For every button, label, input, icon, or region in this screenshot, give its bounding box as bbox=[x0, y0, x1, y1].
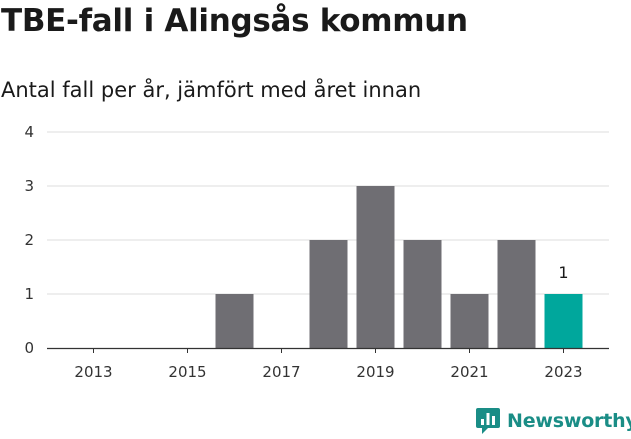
chart-subtitle: Antal fall per år, jämfört med året inna… bbox=[1, 78, 422, 102]
x-tick-label: 2021 bbox=[450, 363, 488, 381]
bars bbox=[215, 186, 583, 348]
data-labels: 1 bbox=[558, 263, 568, 282]
x-tick-label: 2013 bbox=[74, 363, 112, 381]
bar-2019 bbox=[356, 186, 395, 348]
bar-2023 bbox=[544, 294, 583, 348]
newsworthy-logo: Newsworthy bbox=[475, 407, 631, 435]
brand-name: Newsworthy bbox=[507, 410, 631, 432]
data-label-2023: 1 bbox=[558, 263, 568, 282]
bar-2021 bbox=[450, 294, 489, 348]
newsworthy-logo-icon bbox=[476, 408, 500, 434]
bar-2022 bbox=[497, 240, 536, 348]
bar-2016 bbox=[215, 294, 254, 348]
y-axis-ticks: 0 1 2 3 4 bbox=[24, 123, 34, 357]
x-tick-label: 2019 bbox=[356, 363, 394, 381]
bar-2018 bbox=[309, 240, 348, 348]
x-axis: 2013 2015 2017 2019 2021 2023 bbox=[47, 347, 609, 381]
y-tick-label: 2 bbox=[24, 231, 34, 249]
x-tick-label: 2023 bbox=[544, 363, 582, 381]
y-tick-label: 3 bbox=[24, 177, 34, 195]
y-tick-label: 4 bbox=[24, 123, 34, 141]
x-tick-label: 2017 bbox=[262, 363, 300, 381]
y-tick-label: 0 bbox=[24, 339, 34, 357]
x-tick-label: 2015 bbox=[168, 363, 206, 381]
chart-title: TBE-fall i Alingsås kommun bbox=[1, 3, 468, 39]
y-tick-label: 1 bbox=[24, 285, 34, 303]
bar-2020 bbox=[403, 240, 442, 348]
